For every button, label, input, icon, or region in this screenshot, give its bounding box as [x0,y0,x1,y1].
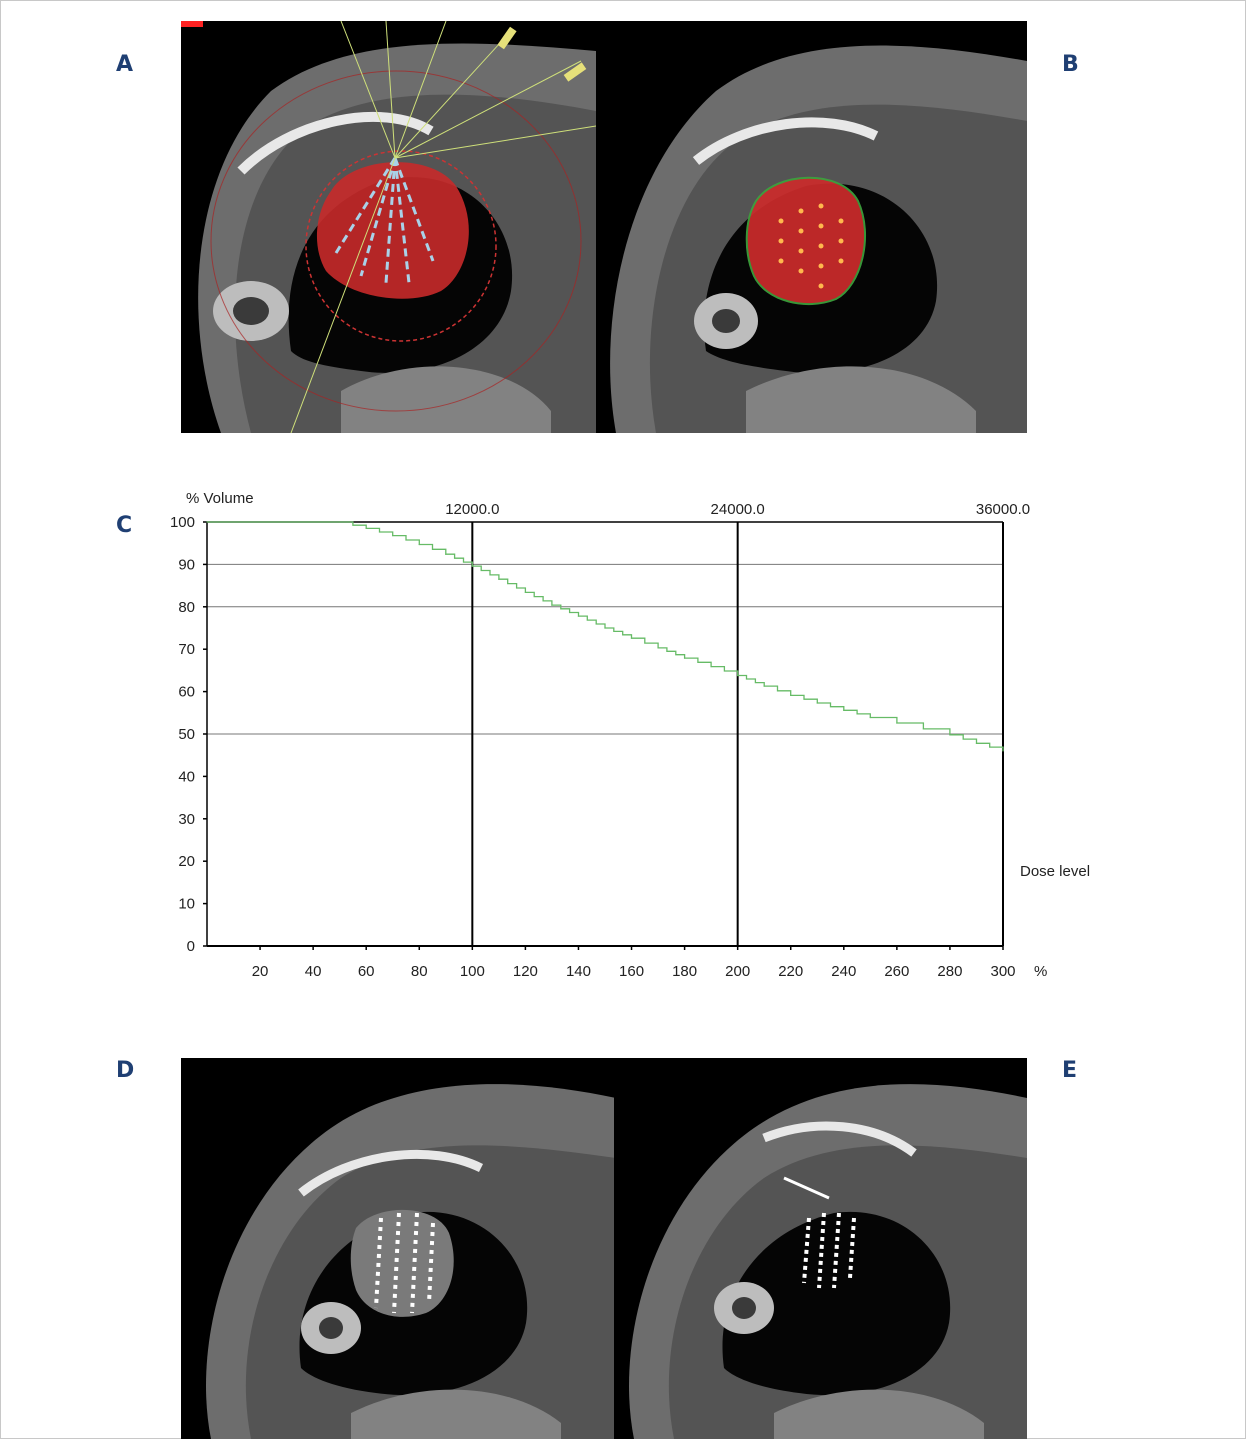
dvh-point [445,553,447,555]
dvh-point [684,657,686,659]
dvh-point [657,647,659,649]
x-tick-label-180: 180 [672,963,697,980]
dvh-point [1002,750,1004,752]
y-tick-label-70: 70 [178,641,195,658]
dvh-point [949,734,951,736]
y-tick-label-60: 60 [178,684,195,701]
y-tick-label-30: 30 [178,811,195,828]
x-tick-label-280: 280 [937,963,962,980]
y-tick-label-40: 40 [178,768,195,785]
top-tick-label-24000.0: 24000.0 [711,501,765,518]
top-tick-label-12000.0: 12000.0 [445,501,499,518]
dvh-point [471,565,473,567]
ct-image-plan-needles [181,21,596,433]
x-tick-label-80: 80 [411,963,428,980]
x-tick-label-200: 200 [725,963,750,980]
y-tick-label-80: 80 [178,599,195,616]
ct-image-postop-d [181,1058,616,1439]
dvh-point [604,627,606,629]
x-tick-label-140: 140 [566,963,591,980]
x-tick-label-20: 20 [252,963,269,980]
panel-label-d: D [116,1058,135,1083]
dvh-point [630,637,633,639]
dvh-point [418,543,420,546]
y-tick-label-20: 20 [178,853,195,870]
dvh-point [737,674,739,677]
dvh-point [896,722,898,724]
ct-image-seed-distribution [596,21,1027,433]
dvh-point [577,615,580,617]
dvh-point [790,694,792,697]
y-axis-title: % Volume [186,490,254,507]
dvh-curve-0 [207,521,1004,751]
x-axis-title: Dose level [1020,863,1090,880]
y-tick-label-10: 10 [178,896,195,913]
y-tick-label-90: 90 [178,556,195,573]
dvh-point [392,534,394,537]
x-tick-label-40: 40 [305,963,322,980]
dvh-point [843,709,845,711]
y-tick-label-50: 50 [178,726,195,743]
panel-label-c: C [116,513,133,538]
x-tick-label-240: 240 [831,963,856,980]
x-tick-label-160: 160 [619,963,644,980]
x-tick-label-120: 120 [513,963,538,980]
dvh-point [551,604,553,606]
panel-label-b: B [1062,52,1079,77]
y-tick-label-100: 100 [170,514,195,531]
x-tick-label-100: 100 [460,963,485,980]
x-tick-label-300: 300 [990,963,1015,980]
x-tick-label-60: 60 [358,963,375,980]
dvh-point [922,728,925,730]
dvh-point [206,521,208,523]
dvh-point [339,521,341,523]
dvh-point [975,742,978,744]
x-axis-unit: % [1034,963,1047,980]
top-tick-label-36000.0: 36000.0 [976,501,1030,518]
dvh-point [524,591,527,593]
dvh-point [869,716,871,719]
ct-image-followup-e [614,1058,1027,1439]
y-tick-label-0: 0 [187,938,195,955]
dvh-point [710,665,712,668]
dvh-point [816,702,818,704]
dvh-point [498,578,500,580]
panel-label-a: A [116,52,134,77]
dvh-point [763,685,765,687]
dvh-point [365,527,367,529]
panel-label-e: E [1062,1058,1078,1083]
x-tick-label-260: 260 [884,963,909,980]
x-tick-label-220: 220 [778,963,803,980]
